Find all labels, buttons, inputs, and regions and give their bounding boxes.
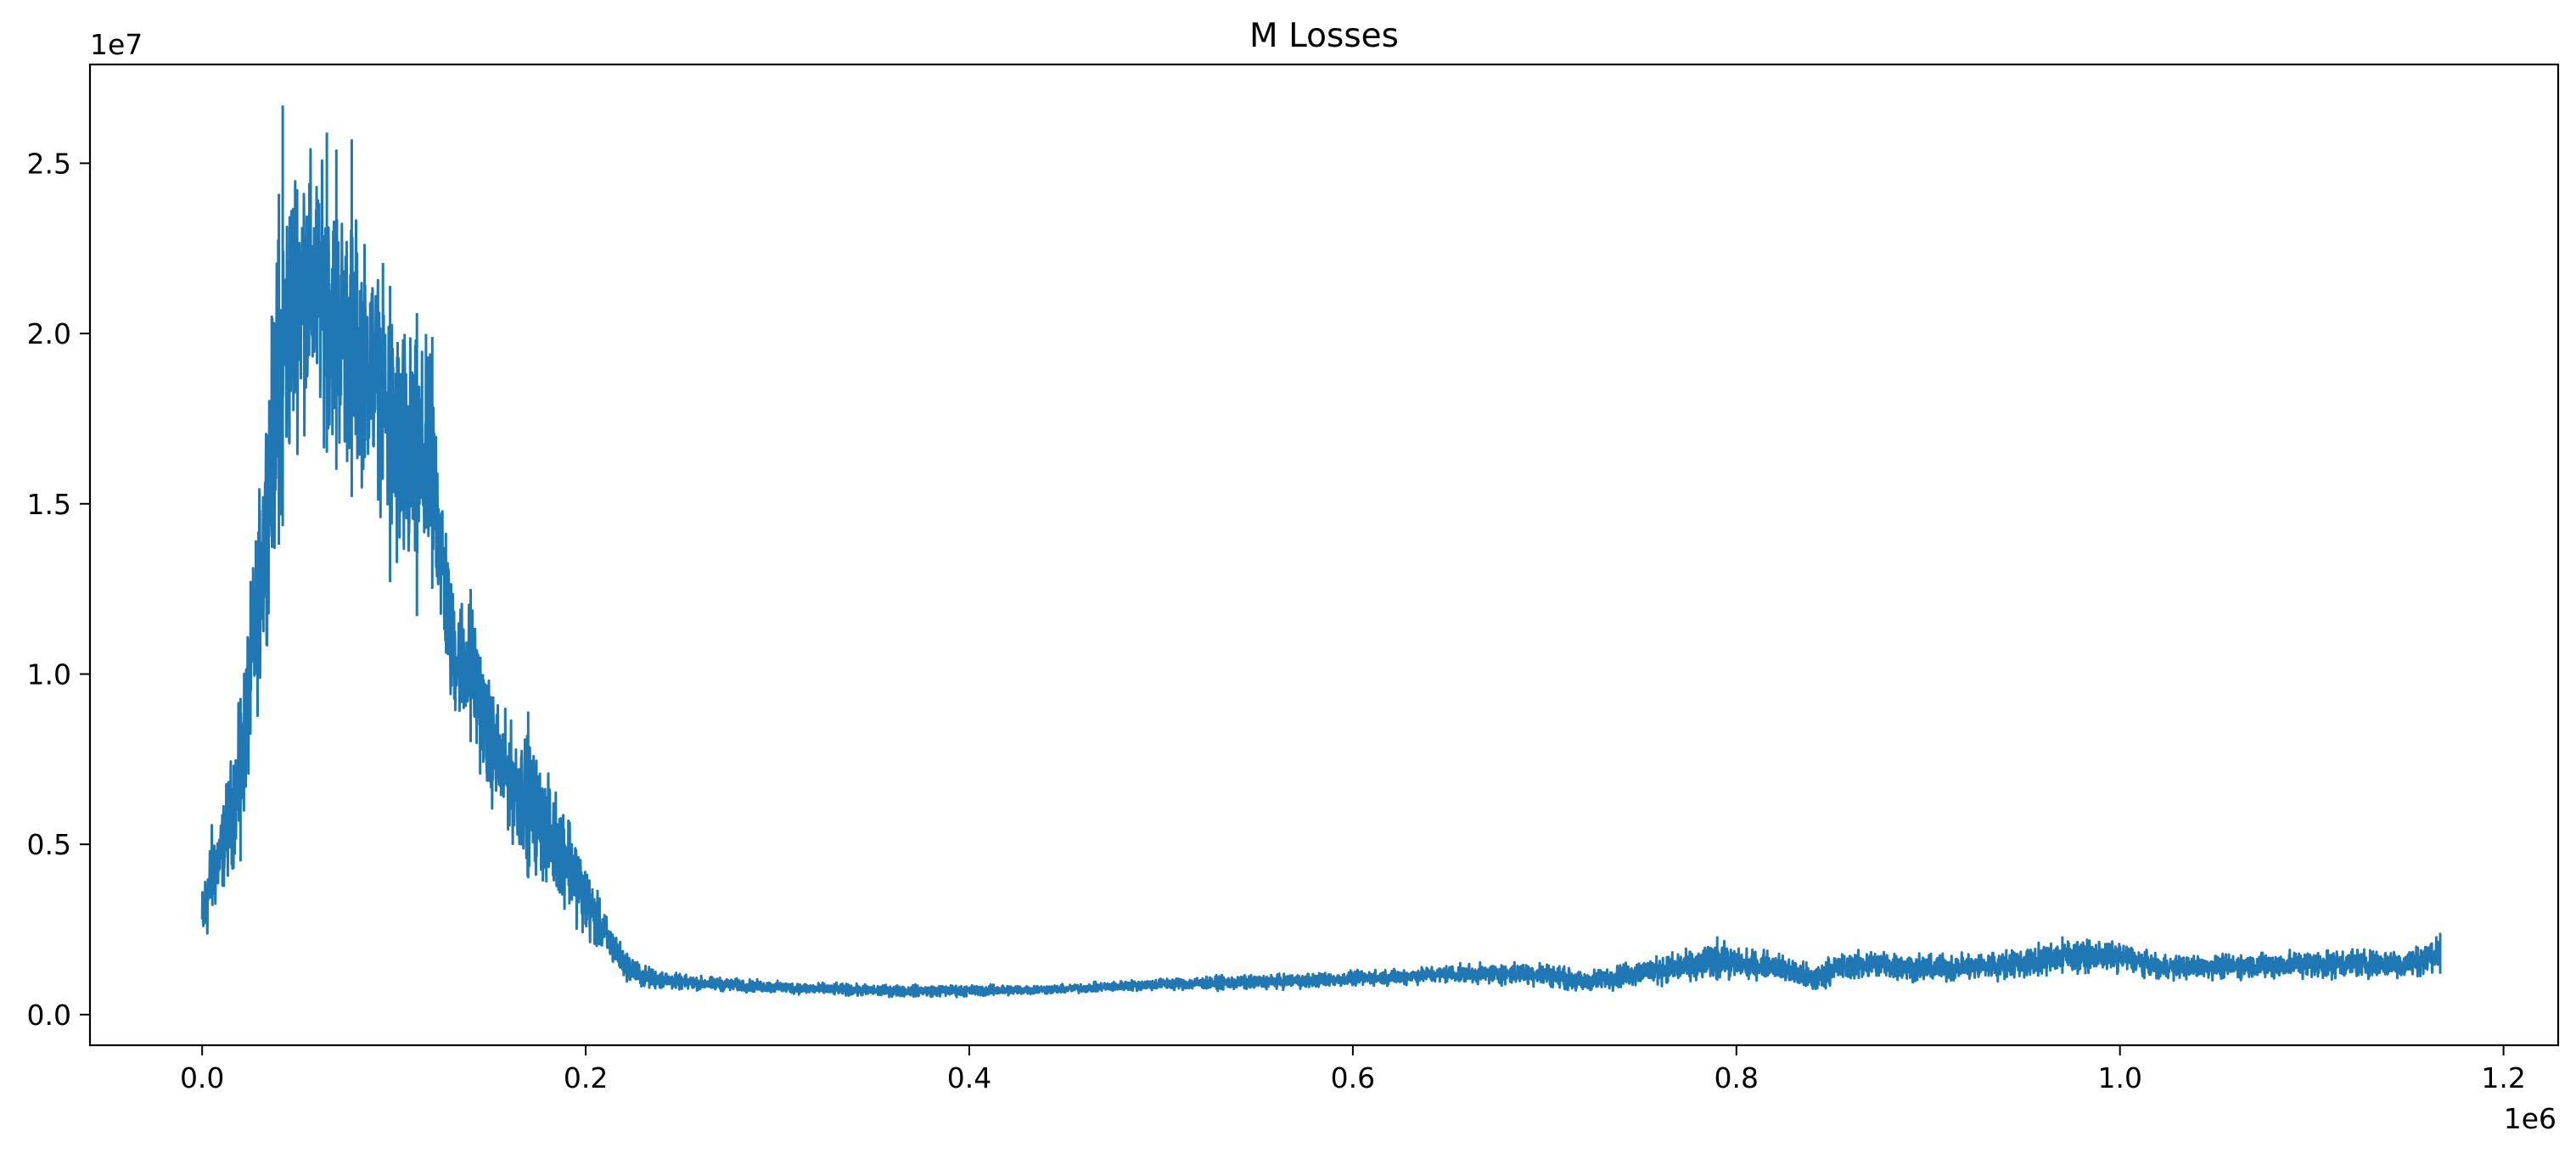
x-tick-label: 0.4: [947, 1061, 991, 1094]
y-tick-label: 0.5: [27, 828, 71, 861]
y-axis-ticks: 0.0 0.5 1.0 1.5 2.0 2.5: [27, 147, 90, 1032]
y-tick-label: 1.5: [27, 488, 71, 521]
x-tick-label: 0.0: [180, 1061, 224, 1094]
series-line: [200, 105, 2442, 999]
series-layer: [200, 105, 2442, 999]
x-tick-label: 0.8: [1715, 1061, 1759, 1094]
x-tick-label: 0.2: [564, 1061, 608, 1094]
x-tick-label: 1.2: [2481, 1061, 2525, 1094]
x-axis-ticks: 0.0 0.2 0.4 0.6 0.8 1.0 1.2: [180, 1045, 2526, 1094]
y-axis-offset-label: 1e7: [90, 28, 143, 61]
x-tick-label: 1.0: [2097, 1061, 2141, 1094]
y-tick-label: 2.5: [27, 147, 71, 180]
axes-frame: [88, 63, 2560, 1047]
y-tick-label: 2.0: [27, 317, 71, 350]
y-tick-label: 0.0: [27, 999, 71, 1032]
chart-title: M Losses: [1249, 17, 1399, 55]
x-axis-offset-label: 1e6: [2504, 1102, 2556, 1135]
x-tick-label: 0.6: [1331, 1061, 1375, 1094]
y-tick-label: 1.0: [27, 658, 71, 691]
